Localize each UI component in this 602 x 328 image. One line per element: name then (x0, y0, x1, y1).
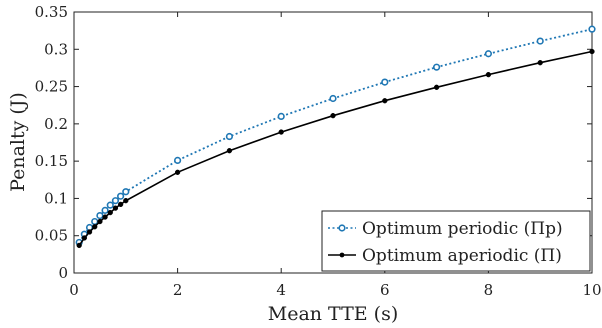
legend-box (321, 210, 591, 272)
series-2-point (102, 214, 108, 220)
series-1-point (433, 63, 441, 71)
series-2-point (117, 201, 124, 208)
series-2-point (76, 242, 82, 249)
x-axis-label: Mean TTE (s) (268, 303, 399, 325)
series-1-point (111, 197, 120, 205)
series-2-point (107, 209, 113, 216)
x-tick-label: 6 (380, 281, 390, 299)
series-layer (75, 25, 596, 249)
series-2-point (589, 48, 595, 55)
x-tick-label: 2 (173, 281, 183, 299)
series-1-point (174, 156, 182, 164)
series-2-point (330, 113, 336, 119)
series-1-point (122, 188, 130, 196)
series-2-point (86, 229, 93, 235)
x-tick-label: 0 (69, 281, 79, 299)
series-2-point (226, 148, 233, 154)
series-1-point (277, 112, 285, 120)
series-2-point (485, 71, 492, 78)
series-1-point (101, 206, 109, 214)
series-1-point (225, 132, 233, 141)
y-tick-label: 0.15 (35, 152, 68, 170)
legend: Optimum periodic (Πp) Optimum aperiodic (… (321, 210, 591, 272)
series-2-point (174, 169, 181, 175)
series-1-point (484, 50, 493, 58)
legend-label-1: Optimum periodic (Πp) (362, 219, 563, 239)
series-2-point (81, 235, 88, 241)
series-1-point (91, 217, 99, 226)
series-2-point (112, 205, 119, 211)
legend-swatch-marker-1 (338, 224, 346, 232)
series-1-point (106, 201, 114, 209)
y-tick-label: 0.3 (44, 40, 68, 58)
y-tick-label: 0.05 (35, 227, 68, 245)
series-2-point (123, 198, 129, 204)
series-2-point (278, 129, 284, 135)
y-tick-label: 0.35 (35, 3, 68, 21)
y-tick-label: 0 (58, 264, 68, 282)
series-1-point (117, 192, 125, 200)
series-2-point (433, 84, 440, 90)
x-tick-label: 10 (582, 281, 601, 299)
y-tick-label: 0.2 (44, 115, 68, 133)
series-2-point (92, 224, 98, 230)
series-1-point (588, 25, 596, 33)
series-1-point (536, 37, 544, 45)
series-1-point (96, 211, 104, 220)
y-axis-label: Penalty (J) (7, 92, 29, 192)
series-2-point (382, 98, 388, 104)
series-2-point (97, 218, 103, 225)
series-1-point (381, 78, 389, 86)
series-2-point (537, 60, 543, 66)
y-tick-label: 0.1 (44, 189, 68, 207)
x-tick-label: 4 (276, 281, 286, 299)
axis-ticks: 0 2 4 6 8 10 0 0.05 0.1 0.15 0.2 0.25 0.3 0.35 (35, 3, 602, 299)
legend-label-2: Optimum aperiodic (Π) (362, 246, 562, 266)
x-tick-label: 8 (484, 281, 494, 299)
legend-swatch-marker-2 (339, 252, 345, 258)
series-1-point (329, 94, 337, 103)
y-tick-label: 0.25 (35, 78, 68, 96)
